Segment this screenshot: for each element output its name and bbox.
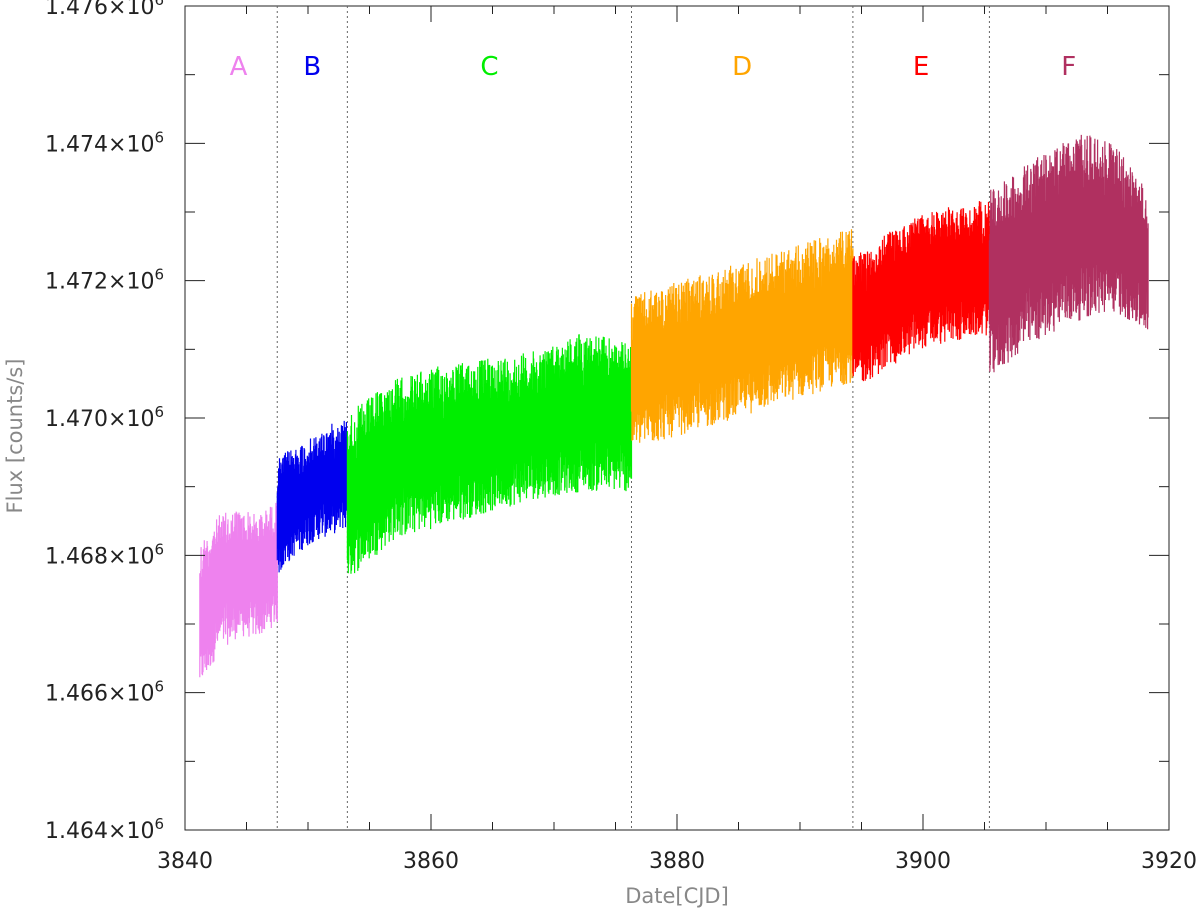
series-c-trace [346,334,633,574]
y-axis-title: Flux [counts/s] [3,359,27,514]
x-tick-label: 3860 [403,849,459,874]
y-tick-label: 1.476×106 [45,0,164,20]
x-tick-label: 3900 [895,849,951,874]
segment-label-e: E [913,52,929,82]
y-tick-label: 1.470×106 [45,403,164,432]
segment-label-c: C [480,52,498,82]
tick-marks [184,5,1170,831]
y-tick-labels: 1.464×106 1.466×106 1.468×106 1.470×106 1.47… [45,0,164,844]
plot-frame [184,5,1170,831]
segment-labels: A B C D E F [230,52,1077,82]
segment-label-f: F [1061,52,1076,82]
x-tick-labels: 3840 3860 3880 3900 3920 [157,849,1197,874]
series-d-trace [630,229,854,443]
segment-label-a: A [230,52,248,82]
x-tick-label: 3880 [649,849,705,874]
x-axis-title: Date[CJD] [625,884,729,908]
segment-label-b: B [303,52,321,82]
y-tick-label: 1.472×106 [45,266,164,295]
y-tick-label: 1.474×106 [45,128,164,157]
x-tick-label: 3920 [1141,849,1197,874]
series-a-trace [199,502,278,678]
series-f-trace [988,134,1149,373]
x-tick-label: 3840 [157,849,213,874]
series-layer [199,134,1149,678]
y-tick-label: 1.468×106 [45,540,164,569]
series-e-trace [852,201,990,382]
y-tick-label: 1.466×106 [45,678,164,707]
segment-label-d: D [732,52,752,82]
series-b-trace [276,420,348,573]
y-tick-label: 1.464×106 [45,815,164,844]
